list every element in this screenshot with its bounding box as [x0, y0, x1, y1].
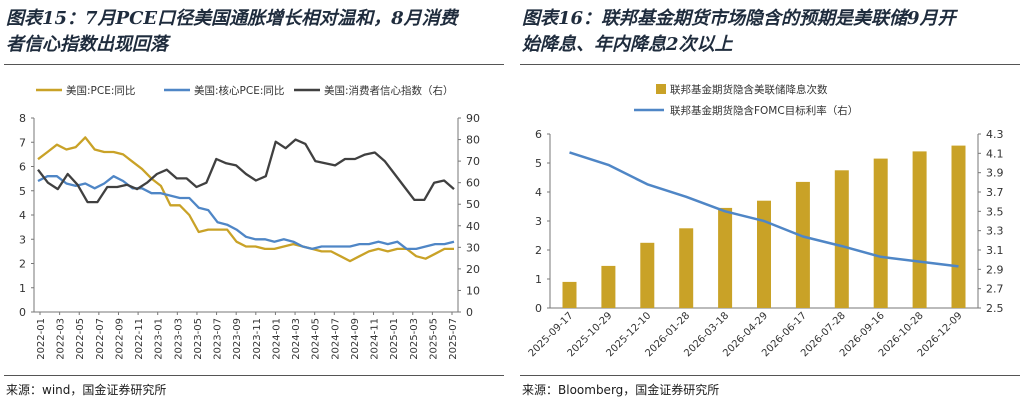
bar	[795, 181, 810, 308]
panel-left: 图表15：7月PCE口径美国通胀增长相对温和，8月消费 者信心指数出现回落 美国…	[0, 0, 508, 409]
title-line-2: 始降息、年内降息2次以上	[522, 34, 733, 55]
y-tick-left: 2	[19, 258, 26, 271]
legend-label: 美国:消费者信心指数（右）	[324, 84, 454, 97]
y-tick-left: 0	[19, 306, 26, 319]
x-tick-label: 2025-07	[448, 318, 459, 360]
title-line-1: 图表16：联邦基金期货市场隐含的预期是美联储9月开	[522, 8, 956, 29]
x-tick-label: 2024-03	[291, 318, 302, 360]
bar	[562, 281, 577, 308]
series-line	[37, 136, 454, 263]
y-tick-left: 2	[535, 244, 542, 257]
series-line	[37, 138, 455, 204]
bar	[873, 158, 888, 308]
x-tick-label: 2022-03	[56, 318, 67, 360]
x-tick-label: 2022-07	[95, 318, 106, 360]
y-tick-right: 3.5	[986, 205, 1004, 218]
y-tick-right: 40	[466, 220, 480, 233]
y-tick-right: 2.7	[986, 283, 1004, 296]
y-tick-right: 4.1	[986, 147, 1004, 160]
bar	[951, 145, 966, 308]
y-tick-right: 2.5	[986, 302, 1004, 315]
y-tick-right: 20	[466, 263, 480, 276]
y-tick-left: 4	[535, 186, 542, 199]
bar	[679, 228, 694, 309]
x-tick-label: 2022-01	[36, 318, 47, 360]
x-tick-label: 2022-11	[134, 318, 145, 360]
x-tick-label: 2023-03	[173, 318, 184, 360]
legend-label: 联邦基金期货隐含美联储降息次数	[670, 83, 828, 96]
title-line-2: 者信心指数出现回落	[6, 34, 168, 55]
pce-chart: 美国:PCE:同比 美国:核心PCE:同比 美国:消费者信心指数（右） 0 1 2 3 4 5 6…	[19, 84, 480, 360]
y-tick-left: 3	[535, 215, 542, 228]
y-tick-left: 5	[19, 185, 26, 198]
y-tick-right: 2.9	[986, 263, 1004, 276]
bar	[601, 265, 616, 308]
y-tick-left: 1	[19, 282, 26, 295]
x-tick-label: 2023-07	[213, 318, 224, 360]
x-tick-label: 2025-03	[409, 318, 420, 360]
y-tick-right: 3.9	[986, 167, 1004, 180]
y-tick-left: 7	[19, 136, 26, 149]
y-tick-right: 10	[466, 284, 480, 297]
legend-swatch	[656, 84, 666, 94]
bar	[757, 200, 771, 308]
x-tick-label: 2024-11	[370, 318, 381, 360]
x-tick-label: 2022-05	[75, 318, 86, 360]
x-tick-label: 2024-05	[311, 318, 322, 360]
y-tick-left: 1	[535, 273, 542, 286]
y-tick-right: 3.1	[986, 244, 1004, 257]
y-tick-right: 50	[466, 198, 480, 211]
chart-title-left: 图表15：7月PCE口径美国通胀增长相对温和，8月消费 者信心指数出现回落	[6, 6, 502, 58]
y-tick-right: 30	[466, 241, 480, 254]
x-tick-label: 2025-05	[428, 318, 439, 360]
bar	[640, 242, 655, 309]
y-tick-right: 60	[466, 177, 480, 190]
x-tick-label: 2022-09	[114, 318, 125, 360]
y-tick-right: 4.3	[986, 128, 1004, 141]
y-tick-left: 4	[19, 209, 26, 222]
source-note-left: 来源：wind，国金证券研究所	[6, 383, 167, 397]
x-tick-label: 2024-01	[271, 318, 282, 360]
legend-label: 联邦基金期货隐含FOMC目标利率（右）	[670, 104, 858, 117]
y-tick-right: 80	[466, 134, 480, 147]
y-tick-right: 70	[466, 155, 480, 168]
y-tick-left: 5	[535, 157, 542, 170]
legend-label: 美国:PCE:同比	[66, 84, 135, 97]
divider-bottom	[4, 375, 504, 376]
title-line-1: 图表15：7月PCE口径美国通胀增长相对温和，8月消费	[6, 8, 458, 29]
y-tick-right: 3.3	[986, 225, 1004, 238]
panel-right: 图表16：联邦基金期货市场隐含的预期是美联储9月开 始降息、年内降息2次以上 联…	[516, 0, 1024, 409]
divider-top	[4, 64, 504, 65]
x-tick-label: 2024-09	[350, 318, 361, 360]
bar	[718, 207, 733, 308]
y-tick-right: 90	[466, 112, 480, 125]
y-tick-left: 3	[19, 233, 26, 246]
y-tick-left: 8	[19, 112, 26, 125]
chart-title-right: 图表16：联邦基金期货市场隐含的预期是美联储9月开 始降息、年内降息2次以上	[522, 6, 1018, 58]
x-tick-label: 2023-11	[252, 318, 263, 360]
y-tick-right: 0	[466, 306, 473, 319]
y-tick-left: 6	[19, 161, 26, 174]
divider-top	[520, 64, 1020, 65]
x-tick-label: 2025-01	[389, 318, 400, 360]
x-tick-label: 2023-01	[154, 318, 165, 360]
y-tick-left: 6	[535, 128, 542, 141]
divider-bottom	[520, 375, 1020, 376]
y-tick-right: 3.7	[986, 186, 1004, 199]
series-line	[569, 151, 959, 268]
x-tick-label: 2023-09	[232, 318, 243, 360]
x-tick-label: 2024-07	[330, 318, 341, 360]
series-line	[37, 175, 455, 251]
bar	[912, 151, 927, 308]
legend-label: 美国:核心PCE:同比	[194, 84, 284, 97]
bar	[834, 170, 849, 309]
y-tick-left: 0	[535, 302, 542, 315]
source-note-right: 来源：Bloomberg，国金证券研究所	[522, 383, 720, 397]
x-tick-label: 2023-05	[193, 318, 204, 360]
